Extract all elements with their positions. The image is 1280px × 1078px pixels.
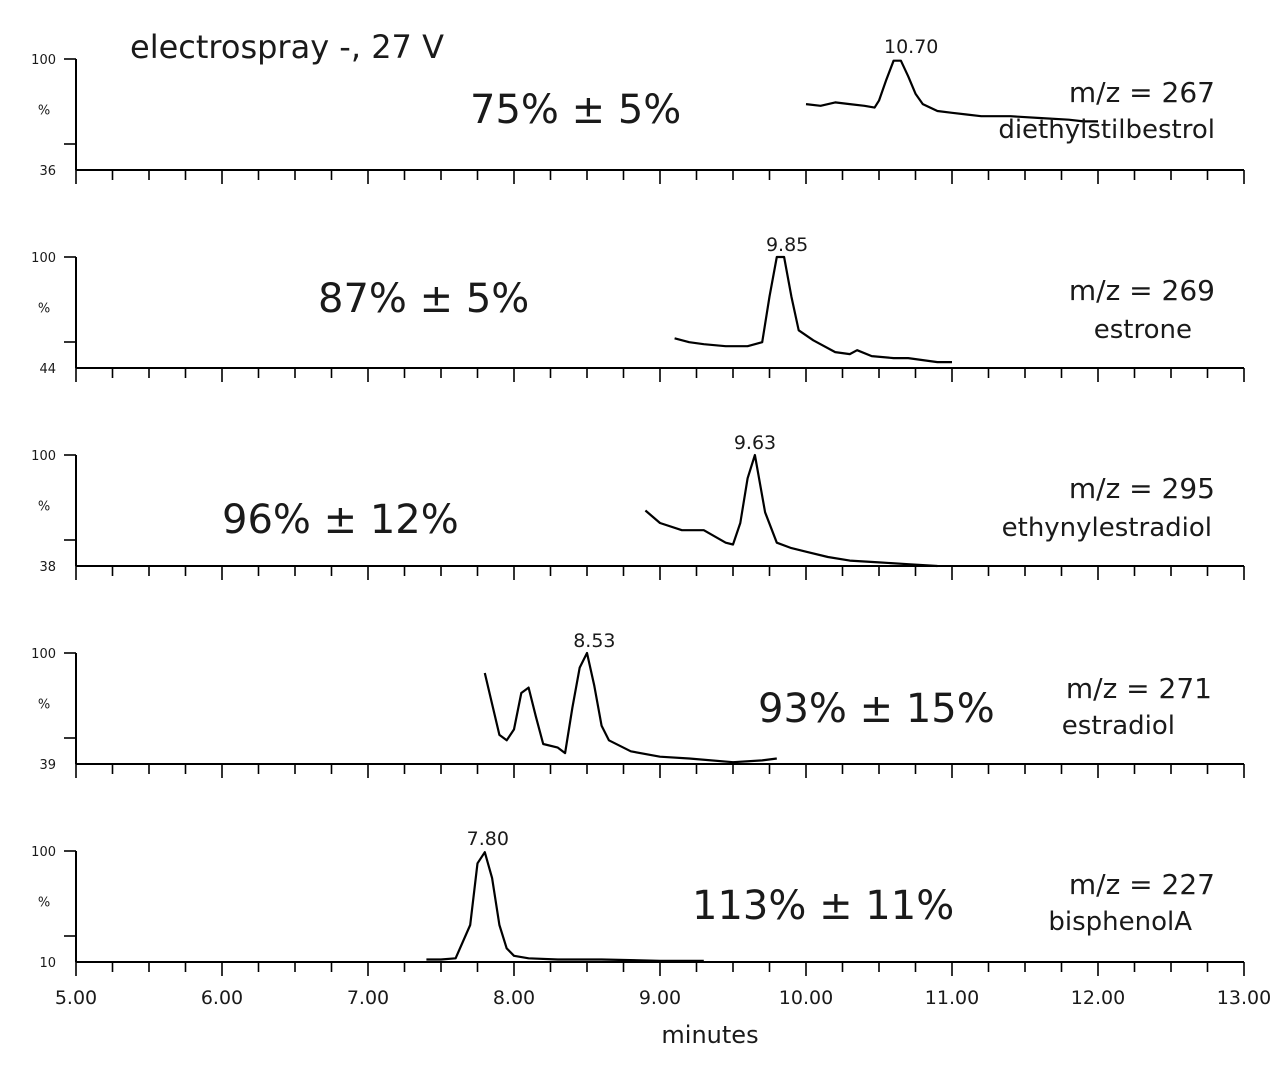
mz-label: m/z = 271 [1066,672,1212,705]
y-tick-label-max: 100 [31,845,56,860]
mz-label: m/z = 267 [1069,76,1215,109]
y-tick-label-min: 39 [39,758,56,773]
compound-label: estradiol [1062,711,1175,741]
peak-label: 7.80 [467,828,509,850]
x-tick-label: 13.00 [1217,987,1271,1009]
y-unit-label: % [38,500,50,515]
trace-estrone [674,255,952,364]
chromatogram-panel-bisphenolA: 100% 10 7.80 113% ± 11% m/z = 227 bisphenolA [31,828,1245,976]
trace-bisphenolA [426,851,704,962]
chromatogram-panel-estrone: 100% 44 9.85 87% ± 5% m/z = 269 estrone [31,234,1245,382]
y-tick-label-max: 100 [31,449,56,464]
chromatogram-panel-ethynylestradiol: 100% 38 9.63 96% ± 12% m/z = 295 ethynylestra… [31,432,1245,580]
trace-diethylstilbestrol [805,59,1098,123]
mz-label: m/z = 269 [1069,274,1215,307]
y-unit-label: % [38,104,50,119]
x-tick-label: 12.00 [1071,987,1125,1009]
compound-label: diethylstilbestrol [998,115,1215,145]
x-tick-label: 11.00 [925,987,979,1009]
recovery-label: 75% ± 5% [470,87,681,133]
y-unit-label: % [38,896,50,911]
x-tick-label: 9.00 [639,987,681,1009]
peak-label: 9.63 [734,432,776,454]
y-tick-label-min: 38 [39,560,56,575]
x-axis-label: minutes [661,1021,758,1049]
recovery-label: 87% ± 5% [318,276,529,322]
peak-label: 9.85 [766,234,808,256]
trace-estradiol [483,651,777,764]
y-tick-label-min: 36 [39,164,56,179]
x-tick-label: 6.00 [201,987,243,1009]
compound-label: bisphenolA [1048,907,1192,937]
panels-group: 100% 36 10.70 75% ± 5% m/z = 267 diethylstilb… [31,36,1245,976]
y-unit-label: % [38,302,50,317]
y-tick-label-max: 100 [31,647,56,662]
mz-label: m/z = 227 [1069,868,1215,901]
chromatogram-panel-estradiol: 100% 39 8.53 93% ± 15% m/z = 271 estradiol [31,630,1245,778]
peak-label: 10.70 [884,36,938,58]
trace-ethynylestradiol [644,453,938,568]
y-unit-label: % [38,698,50,713]
recovery-label: 96% ± 12% [222,497,459,543]
y-tick-label-min: 10 [39,956,56,971]
x-axis-labels: 5.00 6.00 7.00 8.00 9.00 10.00 11.00 12.00 13.00 [55,987,1271,1009]
recovery-label: 93% ± 15% [758,686,995,732]
mz-label: m/z = 295 [1069,472,1215,505]
x-tick-label: 7.00 [347,987,389,1009]
x-tick-label: 8.00 [493,987,535,1009]
compound-label: ethynylestradiol [1002,513,1212,543]
compound-label: estrone [1094,315,1192,345]
y-tick-label-min: 44 [39,362,56,377]
x-tick-label: 5.00 [55,987,97,1009]
peak-label: 8.53 [573,630,615,652]
chromatogram-panel-diethylstilbestrol: 100% 36 10.70 75% ± 5% m/z = 267 diethylstilb… [31,36,1245,184]
x-tick-label: 10.00 [779,987,833,1009]
recovery-label: 113% ± 11% [692,883,954,929]
y-tick-label-max: 100 [31,251,56,266]
chart-header: electrospray -, 27 V [130,28,444,66]
y-tick-label-max: 100 [31,53,56,68]
